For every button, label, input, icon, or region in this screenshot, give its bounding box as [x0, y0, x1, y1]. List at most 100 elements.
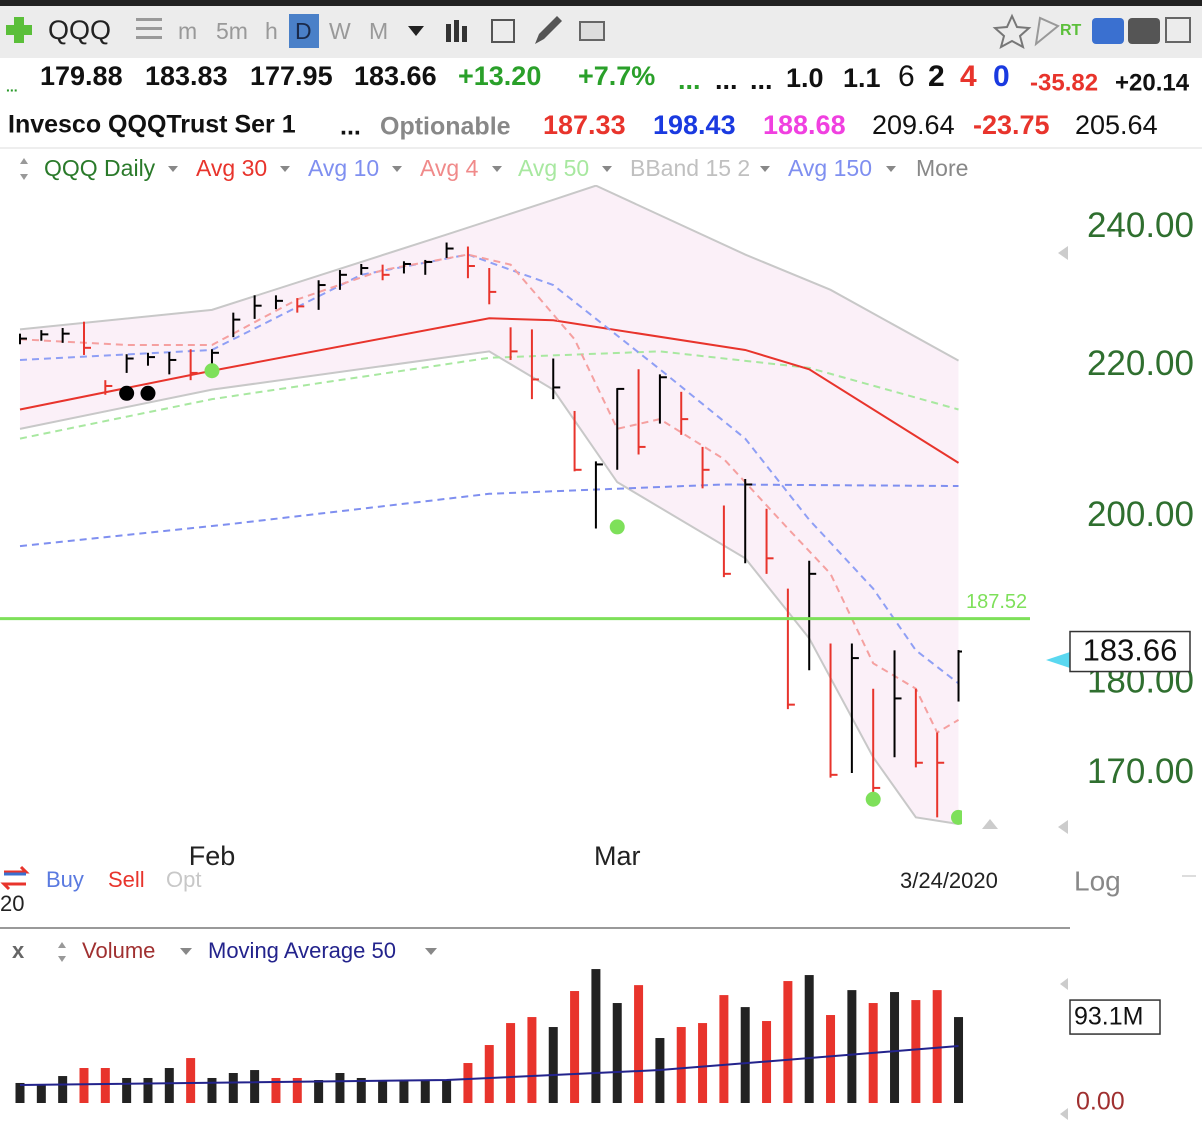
quote: 188.68 [763, 110, 846, 140]
legend-item[interactable]: More [916, 155, 968, 181]
quote-change: +13.20 [458, 61, 541, 91]
volume-ma [19, 1045, 959, 1086]
volume-bar [292, 1077, 302, 1103]
signal-dot [204, 363, 220, 379]
dropdown[interactable] [425, 948, 437, 955]
close-pane[interactable]: x [12, 938, 25, 963]
quote-close: 183.66 [354, 61, 437, 91]
quote-high: 183.83 [145, 61, 228, 91]
legend-item[interactable]: Avg 4 [420, 155, 479, 181]
volume-bar [506, 1023, 516, 1103]
y-tick-label: 170.00 [1087, 752, 1194, 791]
legend-item[interactable]: Avg 50 [518, 155, 589, 181]
signal-dot [140, 385, 156, 401]
axis-arrows [982, 246, 1068, 1120]
quote: 1.1 [843, 63, 881, 93]
bband-line [19, 185, 960, 362]
bband-line [19, 350, 959, 825]
volume-bar [399, 1080, 409, 1103]
volume-bar [378, 1080, 388, 1103]
moving-average [19, 483, 959, 548]
s-button[interactable] [1092, 18, 1124, 44]
quote: -35.82 [1030, 69, 1098, 96]
dropdown[interactable] [180, 948, 192, 955]
quote: ... [750, 65, 773, 95]
legend-dropdowns[interactable] [168, 166, 896, 172]
moving-average [19, 253, 960, 734]
moving-average [19, 253, 960, 685]
opt[interactable]: Opt [166, 867, 201, 892]
log-toggle[interactable]: Log [1074, 865, 1121, 896]
drag-handle[interactable] [20, 158, 28, 180]
quote: 2 [928, 60, 945, 93]
volume-bar [740, 1007, 750, 1103]
y-tick-label: 200.00 [1087, 495, 1194, 534]
sell[interactable]: Sell [108, 867, 145, 892]
x-tick-label: Mar [594, 841, 641, 871]
legend-item[interactable]: QQQ Daily [44, 155, 156, 181]
volume-bar [954, 1017, 964, 1103]
symbol[interactable]: QQQ [48, 15, 111, 45]
rt[interactable]: RT [1060, 22, 1082, 39]
volume-bar [527, 1017, 537, 1103]
bar-style-icon[interactable] [446, 20, 467, 42]
quote-open: 179.88 [40, 61, 123, 91]
draw-icon[interactable] [535, 16, 562, 44]
interval[interactable]: M [369, 18, 388, 44]
dropdown[interactable] [408, 26, 424, 36]
t-button[interactable] [1128, 18, 1160, 44]
price-pointer [1046, 652, 1070, 668]
y-tick-label: 0.00 [1076, 1088, 1125, 1116]
bband-fill [20, 185, 959, 825]
drag-handle[interactable] [58, 942, 66, 962]
volume-bar [36, 1085, 46, 1103]
interval[interactable]: 5m [216, 18, 248, 44]
window-button[interactable] [1165, 17, 1191, 43]
interval-active [289, 14, 319, 48]
volume-bar [79, 1068, 89, 1103]
legend-item[interactable]: Avg 30 [196, 155, 267, 181]
table-icon[interactable] [491, 19, 515, 43]
interval[interactable]: D [295, 18, 312, 44]
volume-bar [271, 1077, 281, 1103]
volume-bar [634, 985, 644, 1103]
buy-sell-icon[interactable] [0, 865, 30, 891]
list-icon[interactable] [136, 18, 162, 39]
signal-dot [119, 385, 135, 401]
signal-dot [865, 791, 881, 807]
volume-bar [186, 1058, 196, 1103]
volume-bar [719, 995, 729, 1103]
interval[interactable]: h [265, 18, 278, 44]
buy[interactable]: Buy [46, 867, 84, 892]
ma-label[interactable]: Moving Average 50 [208, 938, 396, 963]
note-icon[interactable] [579, 21, 605, 41]
last-price-box [1069, 630, 1191, 673]
legend-item[interactable]: BBand 15 2 [630, 155, 750, 181]
quote: -23.75 [973, 110, 1050, 140]
volume-bar [442, 1080, 452, 1103]
volume-bar [911, 1000, 921, 1103]
quote: 6 [898, 60, 915, 93]
volume-bar [164, 1068, 174, 1103]
volume-bar [143, 1077, 153, 1103]
volume-bar [548, 1027, 558, 1103]
flag-icon[interactable] [1034, 16, 1060, 47]
legend-item[interactable]: Avg 10 [308, 155, 379, 181]
star-icon[interactable] [992, 13, 1032, 50]
volume-plot [15, 969, 964, 1103]
quote: ... [715, 65, 738, 95]
quote: ... [340, 113, 361, 141]
legend-item[interactable]: Avg 150 [788, 155, 872, 181]
interval[interactable]: W [329, 18, 351, 44]
volume-bar [570, 991, 580, 1103]
volume-bar [847, 990, 857, 1103]
quote-pct: +7.7% [578, 61, 655, 91]
interval[interactable]: m [178, 18, 197, 44]
add-icon[interactable] [6, 17, 32, 43]
volume-label[interactable]: Volume [82, 938, 155, 963]
volume-bar [15, 1082, 25, 1103]
volume-bar [890, 992, 900, 1103]
y-tick-label: 240.00 [1087, 206, 1194, 245]
volume-bar [591, 969, 601, 1103]
